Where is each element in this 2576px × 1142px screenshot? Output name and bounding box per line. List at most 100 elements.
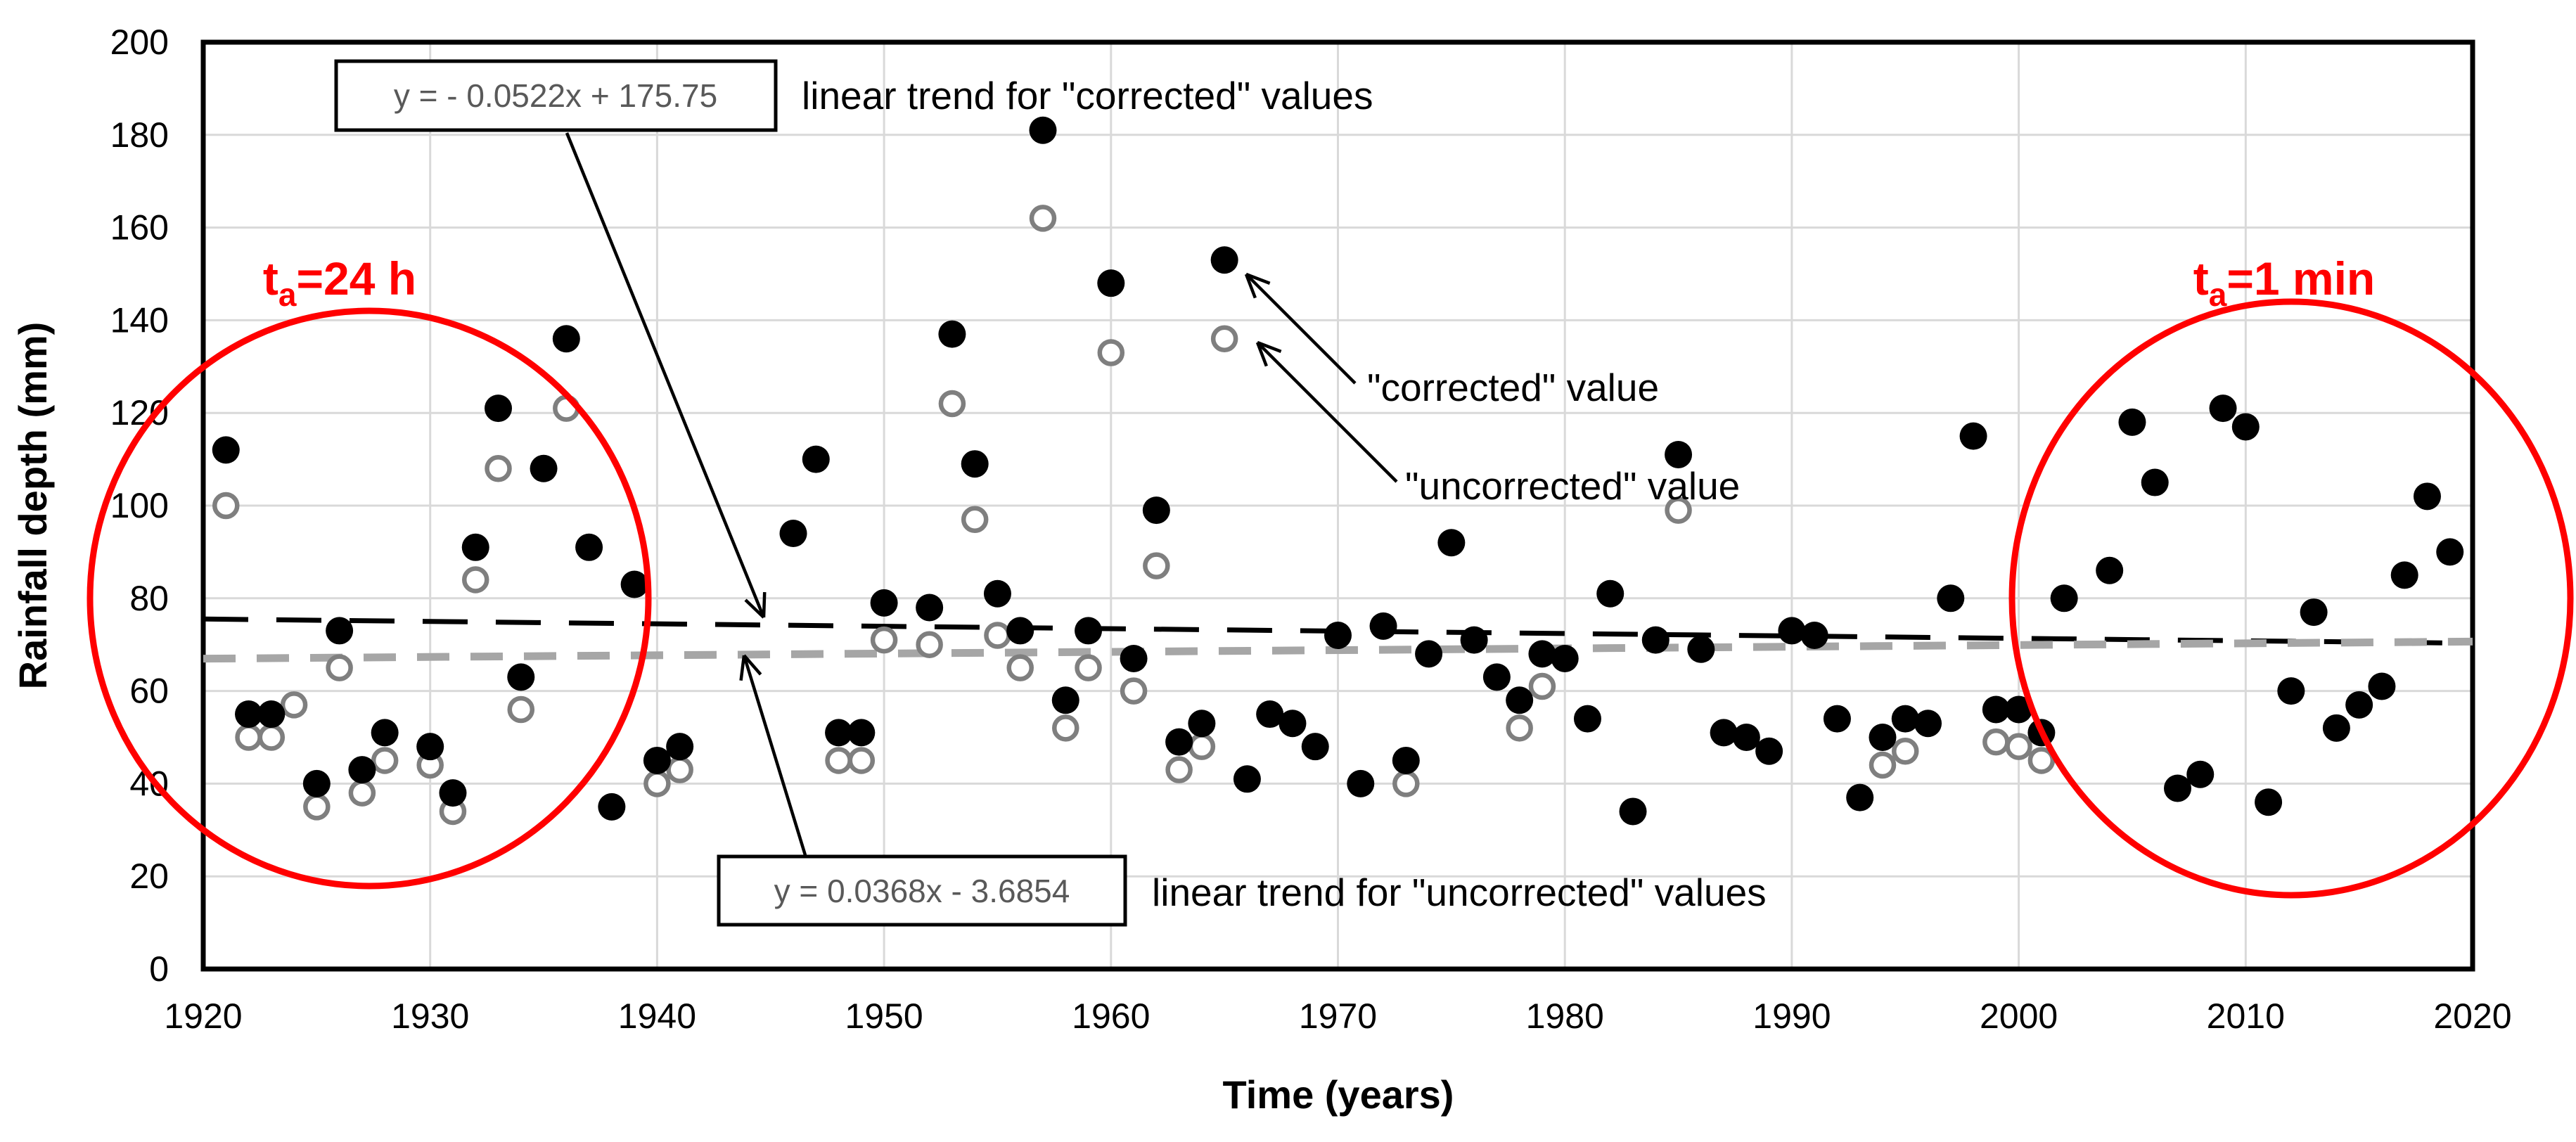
uncorrected-point — [2027, 747, 2056, 774]
corrected-point — [1460, 626, 1488, 654]
corrected-point — [1415, 640, 1443, 668]
corrected-point — [1256, 700, 1284, 729]
uncorrected-equation: y = 0.0368x - 3.6854 — [774, 873, 1070, 909]
corrected-point — [1778, 617, 1806, 645]
uncorrected-point — [371, 747, 399, 774]
corrected-point — [371, 719, 399, 747]
uncorrected-trend-line — [203, 637, 2473, 663]
uncorrected-point — [1665, 496, 1692, 524]
corrected-point — [2231, 413, 2260, 441]
corrected-point — [2209, 394, 2237, 423]
y-tick-label: 140 — [110, 300, 169, 340]
plot-frame — [200, 39, 2475, 972]
corrected-point — [302, 769, 331, 797]
x-tick-label: 1960 — [1072, 996, 1150, 1036]
y-tick-label: 80 — [129, 579, 169, 618]
corrected-point — [1392, 746, 1420, 774]
y-tick-label: 180 — [110, 115, 169, 155]
corrected-point — [1665, 441, 1693, 469]
corrected-point — [1006, 617, 1034, 645]
arrow-head — [744, 598, 765, 619]
corrected-point — [1075, 617, 1103, 645]
corrected-point — [1755, 737, 1783, 765]
uncorrected-point — [666, 756, 693, 783]
corrected-point — [1551, 644, 1579, 672]
uncorrected-point — [1075, 654, 1102, 681]
corrected-point — [2186, 760, 2215, 788]
corrected-point — [2413, 482, 2441, 511]
uncorrected-point — [1869, 751, 1897, 779]
corrected-equation: y = - 0.0522x + 175.75 — [394, 77, 717, 114]
uncorrected-point — [1052, 714, 1079, 742]
uncorrected-point — [235, 724, 262, 751]
corrected-point — [2277, 677, 2305, 705]
corrected-point — [643, 746, 671, 774]
corrected-point — [2096, 556, 2124, 584]
corrected-point — [2368, 672, 2396, 700]
corrected-point — [1051, 686, 1079, 714]
y-axis-title: Rainfall depth (mm) — [11, 322, 55, 690]
corrected-point — [1482, 663, 1511, 691]
corrected-point — [847, 719, 876, 747]
corrected-point — [1506, 686, 1534, 714]
corrected-point — [620, 570, 648, 598]
corrected-point — [348, 756, 376, 784]
arrow-line — [742, 655, 807, 856]
uncorrected-point — [643, 770, 671, 797]
uncorrected-point — [348, 779, 376, 807]
corrected-point — [575, 533, 603, 561]
corrected-point — [779, 520, 807, 548]
uncorrected-point — [1029, 205, 1057, 232]
x-tick-label: 1990 — [1752, 996, 1831, 1036]
x-tick-label: 1970 — [1299, 996, 1377, 1036]
corrected-point — [461, 533, 489, 561]
uncorrected-point — [1210, 325, 1238, 353]
uncorrected-point — [1528, 672, 1556, 700]
highlight-ellipse-1min — [2008, 298, 2574, 899]
corrected-point — [326, 617, 354, 645]
uncorrected-point — [938, 390, 966, 418]
corrected-point — [235, 700, 263, 729]
corrected-point — [1324, 622, 1352, 650]
uncorrected-trend-label: linear trend for "uncorrected" values — [1152, 871, 1767, 914]
corrected-point — [1869, 724, 1897, 751]
corrected-point — [1891, 705, 1919, 733]
corrected-point — [1279, 710, 1307, 738]
corrected-point — [1641, 626, 1670, 654]
corrected-point — [1347, 769, 1375, 797]
corrected-point — [961, 450, 989, 478]
x-tick-label: 1940 — [618, 996, 696, 1036]
x-tick-label: 1980 — [1526, 996, 1604, 1036]
uncorrected-point — [1892, 738, 1919, 765]
corrected-point — [1437, 529, 1466, 557]
corrected-point — [2141, 468, 2169, 496]
arrow-head — [1245, 272, 1271, 285]
corrected-point — [2255, 788, 2283, 816]
arrow-line — [1256, 341, 1398, 483]
y-tick-label: 20 — [129, 856, 169, 896]
highlight-ellipse-24h — [86, 307, 652, 890]
corrected-point — [802, 445, 830, 473]
uncorrected-point — [1120, 677, 1148, 705]
corrected-point — [1687, 635, 1715, 663]
corrected-point — [485, 394, 513, 423]
corrected-point — [1120, 644, 1148, 672]
corrected-point — [2436, 538, 2464, 566]
uncorrected-point — [212, 492, 240, 520]
uncorrected-point — [825, 747, 852, 774]
right-circle-label: ta=1 min — [2193, 252, 2376, 313]
corrected-point — [257, 700, 286, 729]
corrected-point — [1097, 269, 1125, 297]
arrow-head — [1255, 342, 1268, 367]
corrected-point — [1732, 724, 1760, 751]
uncorrected-point — [870, 626, 898, 654]
corrected-point — [1846, 783, 1874, 811]
left-circle-label: ta=24 h — [263, 252, 416, 313]
corrected-point — [1596, 579, 1625, 608]
uncorrected-point — [1143, 552, 1170, 579]
corrected-point — [1573, 705, 1601, 733]
uncorrected-point — [507, 695, 535, 724]
corrected-point — [507, 663, 535, 691]
